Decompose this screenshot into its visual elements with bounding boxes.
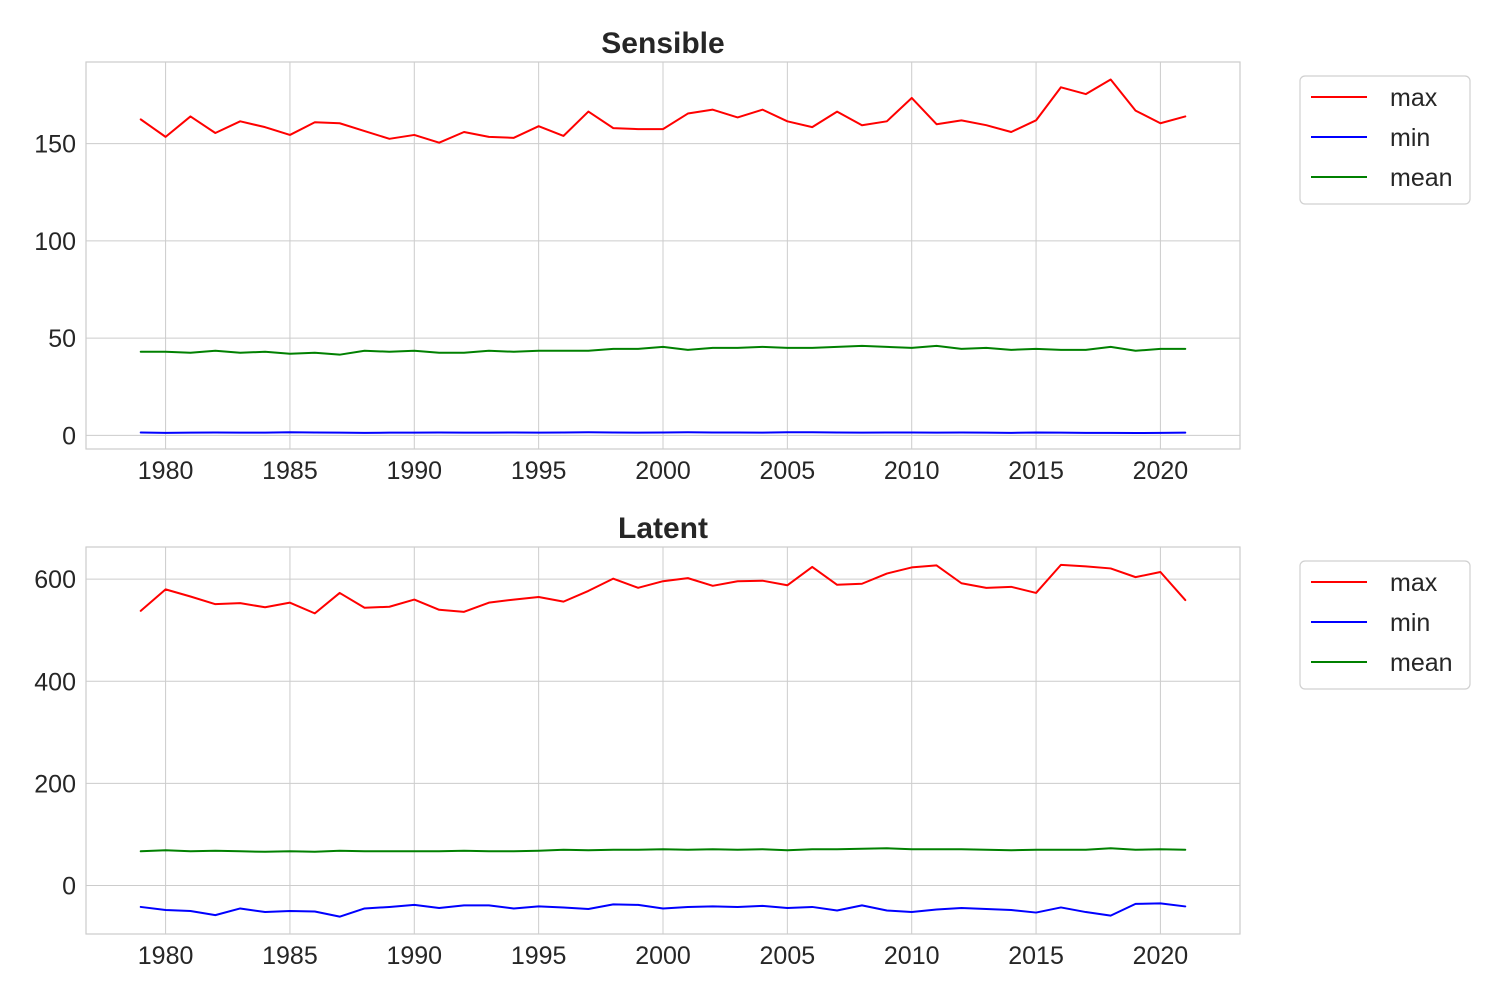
sensible-y-tick-label: 0 bbox=[62, 422, 76, 450]
sensible-max-line bbox=[139, 78, 1187, 144]
latent-x-tick-label: 2005 bbox=[760, 942, 816, 970]
sensible-panel: 1980 1985 1990 1995 2000 2005 2010 2015 2020 0 50… bbox=[34, 27, 1471, 485]
sensible-legend: max min mean bbox=[1299, 75, 1471, 205]
latent-x-tick-label: 2000 bbox=[635, 942, 691, 970]
latent-x-tick-label: 2020 bbox=[1133, 942, 1189, 970]
latent-title: Latent bbox=[618, 512, 708, 545]
sensible-x-tick-label: 2000 bbox=[635, 457, 691, 485]
sensible-mean-line bbox=[139, 344, 1187, 356]
latent-legend-mean-label: mean bbox=[1390, 649, 1453, 677]
latent-axes-frame bbox=[85, 546, 1241, 935]
latent-y-tick-label: 200 bbox=[34, 770, 76, 798]
latent-x-ticks: 1980 1985 1990 1995 2000 2005 2010 2015 2020 bbox=[138, 942, 1188, 970]
sensible-series bbox=[139, 78, 1187, 435]
latent-y-tick-label: 600 bbox=[34, 566, 76, 594]
sensible-x-tick-label: 1995 bbox=[511, 457, 567, 485]
sensible-title: Sensible bbox=[601, 27, 724, 60]
latent-min-line bbox=[139, 902, 1187, 918]
latent-y-ticks: 0 200 400 600 bbox=[34, 566, 76, 900]
latent-x-tick-label: 1980 bbox=[138, 942, 194, 970]
latent-x-tick-label: 2010 bbox=[884, 942, 940, 970]
sensible-x-tick-label: 1980 bbox=[138, 457, 194, 485]
sensible-x-tick-label: 2005 bbox=[760, 457, 816, 485]
sensible-axes-frame bbox=[85, 61, 1241, 450]
latent-mean-line bbox=[139, 847, 1187, 853]
sensible-x-tick-label: 1990 bbox=[386, 457, 442, 485]
sensible-legend-mean-label: mean bbox=[1390, 164, 1453, 192]
sensible-x-tick-label: 2020 bbox=[1133, 457, 1189, 485]
sensible-legend-min-label: min bbox=[1390, 124, 1430, 152]
sensible-y-ticks: 0 50 100 150 bbox=[34, 131, 76, 451]
latent-x-tick-label: 1990 bbox=[386, 942, 442, 970]
latent-panel: 1980 1985 1990 1995 2000 2005 2010 2015 2020 0 20… bbox=[34, 512, 1471, 970]
sensible-y-tick-label: 50 bbox=[48, 325, 76, 353]
latent-y-tick-label: 0 bbox=[62, 872, 76, 900]
sensible-x-tick-label: 2015 bbox=[1008, 457, 1064, 485]
sensible-y-tick-label: 150 bbox=[34, 131, 76, 159]
latent-legend-max-label: max bbox=[1390, 569, 1438, 597]
sensible-y-tick-label: 100 bbox=[34, 228, 76, 256]
latent-legend-min-label: min bbox=[1390, 609, 1430, 637]
sensible-grid bbox=[86, 62, 1240, 449]
sensible-x-tick-label: 2010 bbox=[884, 457, 940, 485]
latent-legend-frame bbox=[1299, 560, 1471, 690]
latent-y-tick-label: 400 bbox=[34, 668, 76, 696]
sensible-min-line bbox=[139, 431, 1187, 435]
sensible-x-ticks: 1980 1985 1990 1995 2000 2005 2010 2015 2020 bbox=[138, 457, 1188, 485]
latent-x-tick-label: 1985 bbox=[262, 942, 318, 970]
sensible-legend-frame bbox=[1299, 75, 1471, 205]
latent-x-tick-label: 2015 bbox=[1008, 942, 1064, 970]
sensible-x-tick-label: 1985 bbox=[262, 457, 318, 485]
latent-x-tick-label: 1995 bbox=[511, 942, 567, 970]
latent-series bbox=[139, 563, 1187, 918]
latent-max-line bbox=[139, 563, 1187, 615]
sensible-legend-max-label: max bbox=[1390, 84, 1438, 112]
latent-legend: max min mean bbox=[1299, 560, 1471, 690]
